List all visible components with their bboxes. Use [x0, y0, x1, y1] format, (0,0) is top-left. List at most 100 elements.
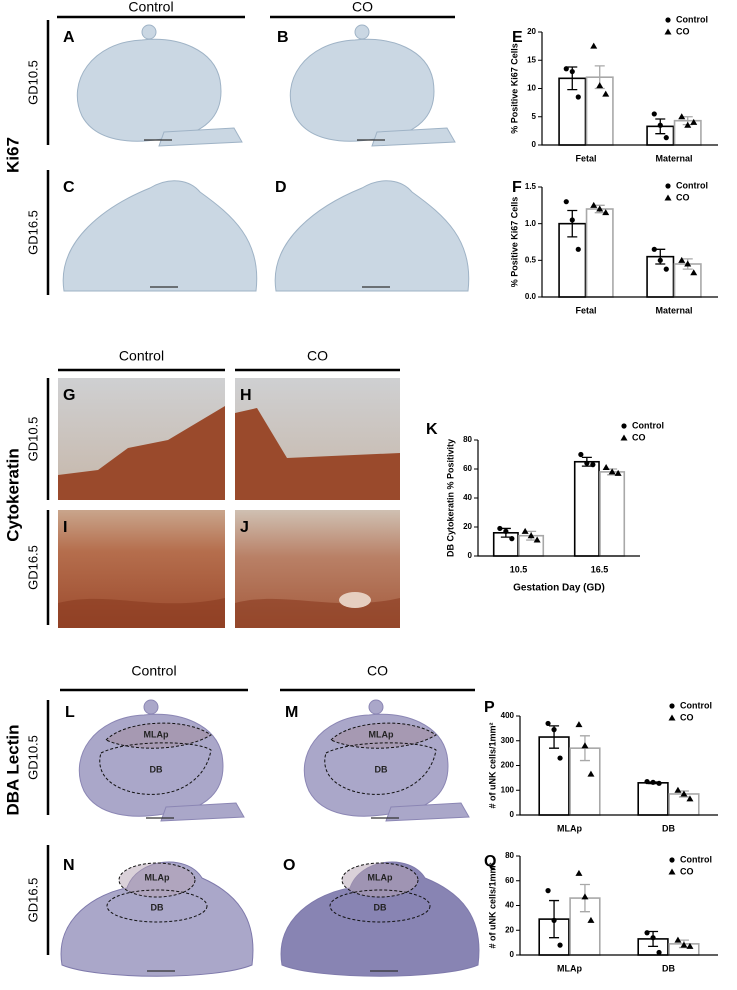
y-tick-label: 80: [505, 851, 514, 860]
data-point: [563, 199, 569, 205]
tissue: [354, 24, 370, 40]
panel-label: H: [240, 387, 252, 404]
data-point: [563, 66, 569, 72]
legend-marker: [669, 857, 675, 863]
bar: [599, 471, 626, 557]
data-point: [608, 468, 616, 475]
data-point: [678, 113, 686, 120]
bar: [538, 736, 570, 816]
axes: [541, 187, 718, 298]
data-point: [527, 532, 535, 539]
tissue: [143, 699, 159, 715]
data-point: [657, 257, 663, 263]
legend-label: Control: [676, 180, 708, 190]
y-tick-label: 20: [527, 27, 536, 36]
legend-marker: [665, 17, 671, 23]
panel-label: P: [484, 699, 495, 716]
x-tick-label: Maternal: [655, 305, 692, 315]
tissue-tail: [158, 127, 243, 147]
region-outline: [324, 742, 437, 795]
data-point: [557, 942, 563, 948]
x-tick-label: Fetal: [575, 305, 596, 315]
data-point: [545, 720, 551, 727]
data-point: [575, 246, 581, 252]
data-point: [584, 460, 590, 466]
region-outline: [341, 862, 419, 898]
legend-label: CO: [680, 866, 694, 876]
region-label: MLAp: [145, 872, 170, 882]
tissue-tail: [160, 802, 245, 822]
data-point: [686, 795, 694, 802]
data-point: [575, 869, 583, 876]
data-point: [587, 916, 595, 923]
region-label: DB: [150, 764, 163, 774]
section-label: Ki67: [3, 137, 22, 173]
panel-label: G: [63, 387, 75, 404]
y-tick-label: 0: [510, 950, 515, 959]
data-point: [680, 790, 688, 797]
data-point: [602, 464, 610, 471]
panel-label: A: [63, 29, 75, 46]
data-point: [602, 209, 610, 216]
tissue: [274, 180, 470, 292]
column-header: CO: [367, 663, 388, 679]
bar: [585, 208, 614, 298]
region-outline: [99, 742, 212, 795]
panel-label: M: [285, 704, 298, 721]
y-axis-label: % Positive Ki67 Cells: [509, 43, 519, 134]
axes: [519, 856, 718, 956]
axes: [477, 440, 640, 557]
y-axis-label: % Positive Ki67 Cells: [509, 197, 519, 288]
data-point: [684, 121, 692, 128]
row-label: GD16.5: [25, 545, 40, 590]
column-header: CO: [352, 0, 373, 15]
y-tick-label: 100: [501, 785, 515, 794]
data-point: [569, 68, 575, 75]
region-label: MLAp: [368, 872, 393, 882]
y-tick-label: 15: [527, 55, 536, 64]
y-tick-label: 0.5: [525, 255, 537, 264]
row-label: GD10.5: [25, 417, 40, 462]
tissue: [280, 861, 480, 977]
legend-marker: [668, 714, 676, 721]
data-point: [575, 94, 581, 100]
legend-marker: [668, 868, 676, 875]
data-point: [575, 721, 583, 728]
panel-label: B: [277, 29, 289, 46]
data-point: [497, 525, 503, 532]
stain: [58, 598, 225, 628]
tissue: [368, 699, 384, 715]
data-point: [581, 742, 589, 749]
legend-label: CO: [676, 26, 690, 36]
x-tick-label: DB: [662, 963, 675, 973]
region-label: DB: [375, 764, 388, 774]
legend-marker: [665, 183, 671, 189]
y-tick-label: 10: [527, 84, 536, 93]
column-header: CO: [307, 348, 328, 364]
data-point: [663, 266, 669, 272]
region-outline: [106, 889, 208, 923]
region-outline: [118, 862, 196, 898]
region-outline: [105, 722, 212, 749]
panel-label: N: [63, 857, 75, 874]
x-tick-label: 16.5: [591, 564, 609, 574]
y-axis-label: # of uNK cells/1mm²: [487, 722, 497, 808]
x-tick-label: 10.5: [510, 564, 528, 574]
data-point: [545, 888, 551, 894]
section-label: Cytokeratin: [3, 448, 22, 542]
panel-label: J: [240, 519, 249, 536]
data-point: [657, 122, 663, 128]
column-header: Control: [119, 348, 164, 364]
x-tick-label: MLAp: [557, 963, 582, 973]
x-tick-label: DB: [662, 823, 675, 833]
data-point: [686, 942, 694, 949]
data-point: [551, 727, 557, 733]
tissue: [76, 38, 222, 142]
data-point: [684, 260, 692, 267]
panel-label: F: [512, 179, 522, 196]
y-tick-label: 60: [463, 464, 472, 473]
data-point: [521, 527, 529, 534]
legend-label: CO: [632, 432, 646, 442]
x-axis-label: Gestation Day (GD): [513, 583, 605, 594]
